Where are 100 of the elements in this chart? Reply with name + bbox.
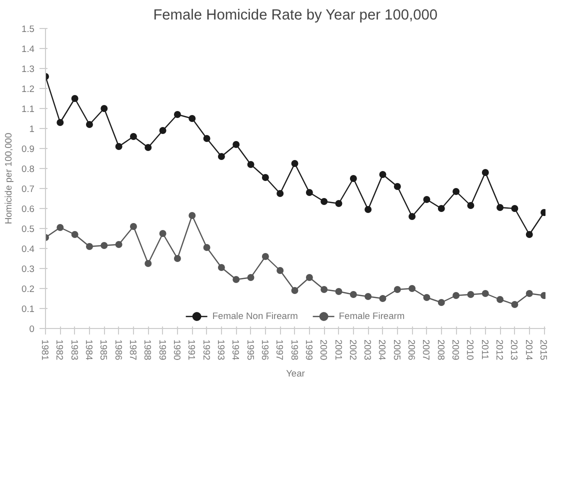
x-tick-label: 2012: [494, 340, 505, 360]
chart-title: Female Homicide Rate by Year per 100,000: [153, 8, 438, 24]
point: [394, 286, 401, 293]
point: [86, 121, 93, 128]
point: [320, 198, 328, 205]
point: [276, 190, 284, 197]
point: [144, 260, 152, 267]
point: [115, 241, 122, 248]
y-tick-label: 0.8: [22, 164, 34, 174]
x-tick-label: 2008: [436, 340, 446, 360]
x-tick-label: 1997: [274, 340, 285, 360]
y-tick-label: 1.3: [22, 64, 34, 74]
point: [159, 230, 166, 237]
point: [335, 200, 342, 207]
point: [100, 242, 108, 249]
x-tick-label: 2009: [450, 340, 461, 360]
point: [526, 290, 533, 297]
x-tick-label: 2006: [406, 340, 417, 360]
point: [100, 105, 108, 112]
x-tick-label: 1986: [113, 340, 124, 360]
y-tick-label: 0: [29, 324, 35, 334]
y-tick-label: 1: [29, 124, 35, 134]
x-tick-label: 2015: [538, 340, 549, 360]
x-tick-label: 2000: [318, 340, 329, 360]
point: [291, 287, 298, 294]
y-tick-label: 1.1: [22, 104, 34, 114]
y-tick-label: 0.7: [22, 184, 34, 194]
x-tick-label: 1987: [128, 340, 138, 360]
point: [350, 175, 357, 182]
point: [56, 224, 64, 231]
y-tick-label: 0.6: [22, 204, 34, 214]
x-tick-label: 1982: [54, 340, 65, 360]
x-axis-title: Year: [286, 368, 305, 378]
point: [71, 231, 78, 238]
point: [496, 296, 504, 303]
point: [56, 119, 64, 126]
point: [218, 264, 225, 271]
y-tick-label: 1.2: [22, 84, 34, 94]
point: [115, 143, 122, 150]
point: [379, 295, 386, 302]
point: [394, 183, 401, 190]
point: [174, 255, 181, 262]
point: [350, 291, 357, 298]
point: [247, 274, 254, 281]
y-tick-label: 0.5: [22, 224, 34, 234]
point: [188, 115, 196, 122]
point: [86, 243, 93, 250]
point: [159, 127, 166, 134]
x-tick-label: 1995: [245, 340, 256, 360]
point: [218, 153, 225, 160]
point: [423, 294, 430, 301]
point: [291, 160, 298, 167]
point: [130, 223, 137, 230]
point: [408, 213, 416, 220]
point: [174, 111, 181, 118]
point: [144, 144, 152, 151]
x-tick-label: 2013: [509, 340, 520, 360]
point: [438, 299, 445, 306]
y-tick-label: 0.9: [22, 144, 34, 154]
x-tick-label: 2007: [421, 340, 432, 360]
point: [452, 188, 460, 195]
x-tick-label: 2011: [480, 340, 490, 360]
x-tick-label: 1981: [40, 340, 50, 360]
point: [496, 204, 504, 211]
x-tick-label: 1984: [84, 340, 94, 360]
point: [482, 169, 489, 176]
y-tick-label: 1.4: [22, 44, 34, 54]
point: [262, 253, 269, 260]
point: [379, 171, 386, 178]
x-tick-label: 1983: [69, 340, 80, 360]
x-tick-label: 2001: [333, 340, 344, 360]
legend-label: Female Non Firearm: [212, 311, 298, 321]
point: [526, 231, 533, 238]
y-tick-label: 0.2: [22, 284, 34, 294]
point: [482, 290, 489, 297]
point: [320, 286, 328, 293]
point: [364, 293, 372, 300]
x-tick-label: 1994: [230, 340, 241, 360]
x-tick-label: 1988: [142, 340, 153, 360]
point: [247, 161, 254, 168]
point: [335, 288, 342, 295]
x-tick-label: 1989: [157, 340, 168, 360]
point: [262, 174, 269, 181]
point: [306, 274, 313, 281]
point: [232, 141, 240, 148]
point: [71, 95, 78, 102]
x-tick-label: 1991: [186, 340, 197, 360]
point: [423, 196, 430, 203]
y-tick-label: 1.5: [22, 24, 34, 34]
x-tick-label: 1985: [98, 340, 109, 360]
point: [467, 202, 474, 209]
point: [130, 133, 137, 140]
x-tick-label: 1992: [201, 340, 212, 360]
y-tick-label: 0.3: [22, 264, 34, 274]
point: [232, 276, 240, 283]
y-tick-label: 0.1: [22, 304, 34, 314]
point: [276, 267, 284, 274]
legend-label: Female Firearm: [338, 311, 405, 321]
x-tick-label: 1990: [172, 340, 182, 360]
point: [467, 291, 474, 298]
